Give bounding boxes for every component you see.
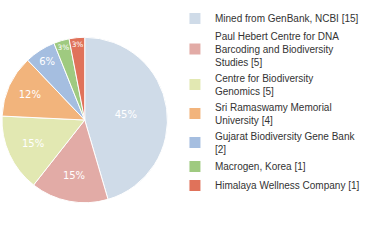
svg-text:Centre for BiodiversityGenomic: Centre for BiodiversityGenomics [5]	[215, 73, 313, 97]
svg-text:Paul Hebert Centre for DNABarc: Paul Hebert Centre for DNABarcoding and …	[215, 31, 339, 68]
svg-text:15%: 15%	[22, 138, 44, 149]
svg-text:Gujarat Biodiversity Gene Bank: Gujarat Biodiversity Gene Bank[2]	[215, 131, 356, 155]
svg-text:45%: 45%	[115, 109, 137, 120]
svg-text:Sri Ramaswamy MemorialUniversi: Sri Ramaswamy MemorialUniversity [4]	[215, 102, 332, 126]
svg-text:15%: 15%	[63, 170, 85, 181]
svg-text:12%: 12%	[19, 89, 41, 100]
svg-text:3%: 3%	[58, 43, 70, 52]
svg-text:Macrogen, Korea [1]: Macrogen, Korea [1]	[215, 161, 306, 172]
svg-text:Mined from GenBank, NCBI [15]: Mined from GenBank, NCBI [15]	[215, 13, 359, 24]
svg-text:Himalaya Wellness Company [1]: Himalaya Wellness Company [1]	[215, 180, 360, 191]
svg-text:3%: 3%	[72, 40, 84, 49]
svg-text:6%: 6%	[39, 56, 55, 67]
